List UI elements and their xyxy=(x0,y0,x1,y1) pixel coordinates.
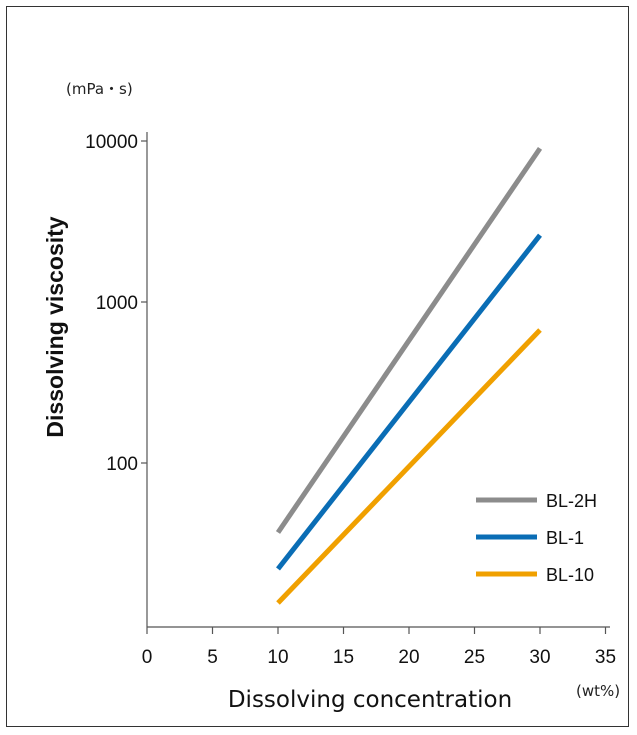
x-tick-label: 30 xyxy=(529,647,550,668)
y-ticks: 100 1000 10000 xyxy=(85,132,147,475)
y-tick-label: 1000 xyxy=(96,293,138,314)
x-tick-label: 5 xyxy=(207,647,218,668)
x-tick-label: 25 xyxy=(464,647,485,668)
series-lines xyxy=(275,146,543,605)
x-tick-label: 35 xyxy=(595,647,616,668)
y-tick-label: 10000 xyxy=(85,132,138,153)
x-axis-title: Dissolving concentration xyxy=(228,687,512,713)
y-axis-title: Dissolving viscosity xyxy=(42,216,68,437)
x-tick-label: 10 xyxy=(267,647,288,668)
series-line-bl-1 xyxy=(276,233,542,571)
legend-label-bl-1: BL-1 xyxy=(546,528,584,548)
legend: BL-2H BL-1 BL-10 xyxy=(476,491,597,585)
x-ticks: 0 5 10 15 20 25 30 35 xyxy=(142,627,616,668)
y-unit-label: (mPa・s) xyxy=(66,80,133,98)
legend-label-bl-2h: BL-2H xyxy=(546,491,597,511)
legend-label-bl-10: BL-10 xyxy=(546,565,594,585)
y-tick-label: 100 xyxy=(106,454,138,475)
x-tick-label: 15 xyxy=(333,647,354,668)
series-line-bl-2h xyxy=(275,146,543,534)
chart-frame xyxy=(6,6,629,727)
x-tick-label: 0 xyxy=(142,647,153,668)
x-tick-label: 20 xyxy=(398,647,419,668)
series-line-bl-10 xyxy=(276,328,542,605)
x-unit-label: (wt%) xyxy=(576,682,620,700)
